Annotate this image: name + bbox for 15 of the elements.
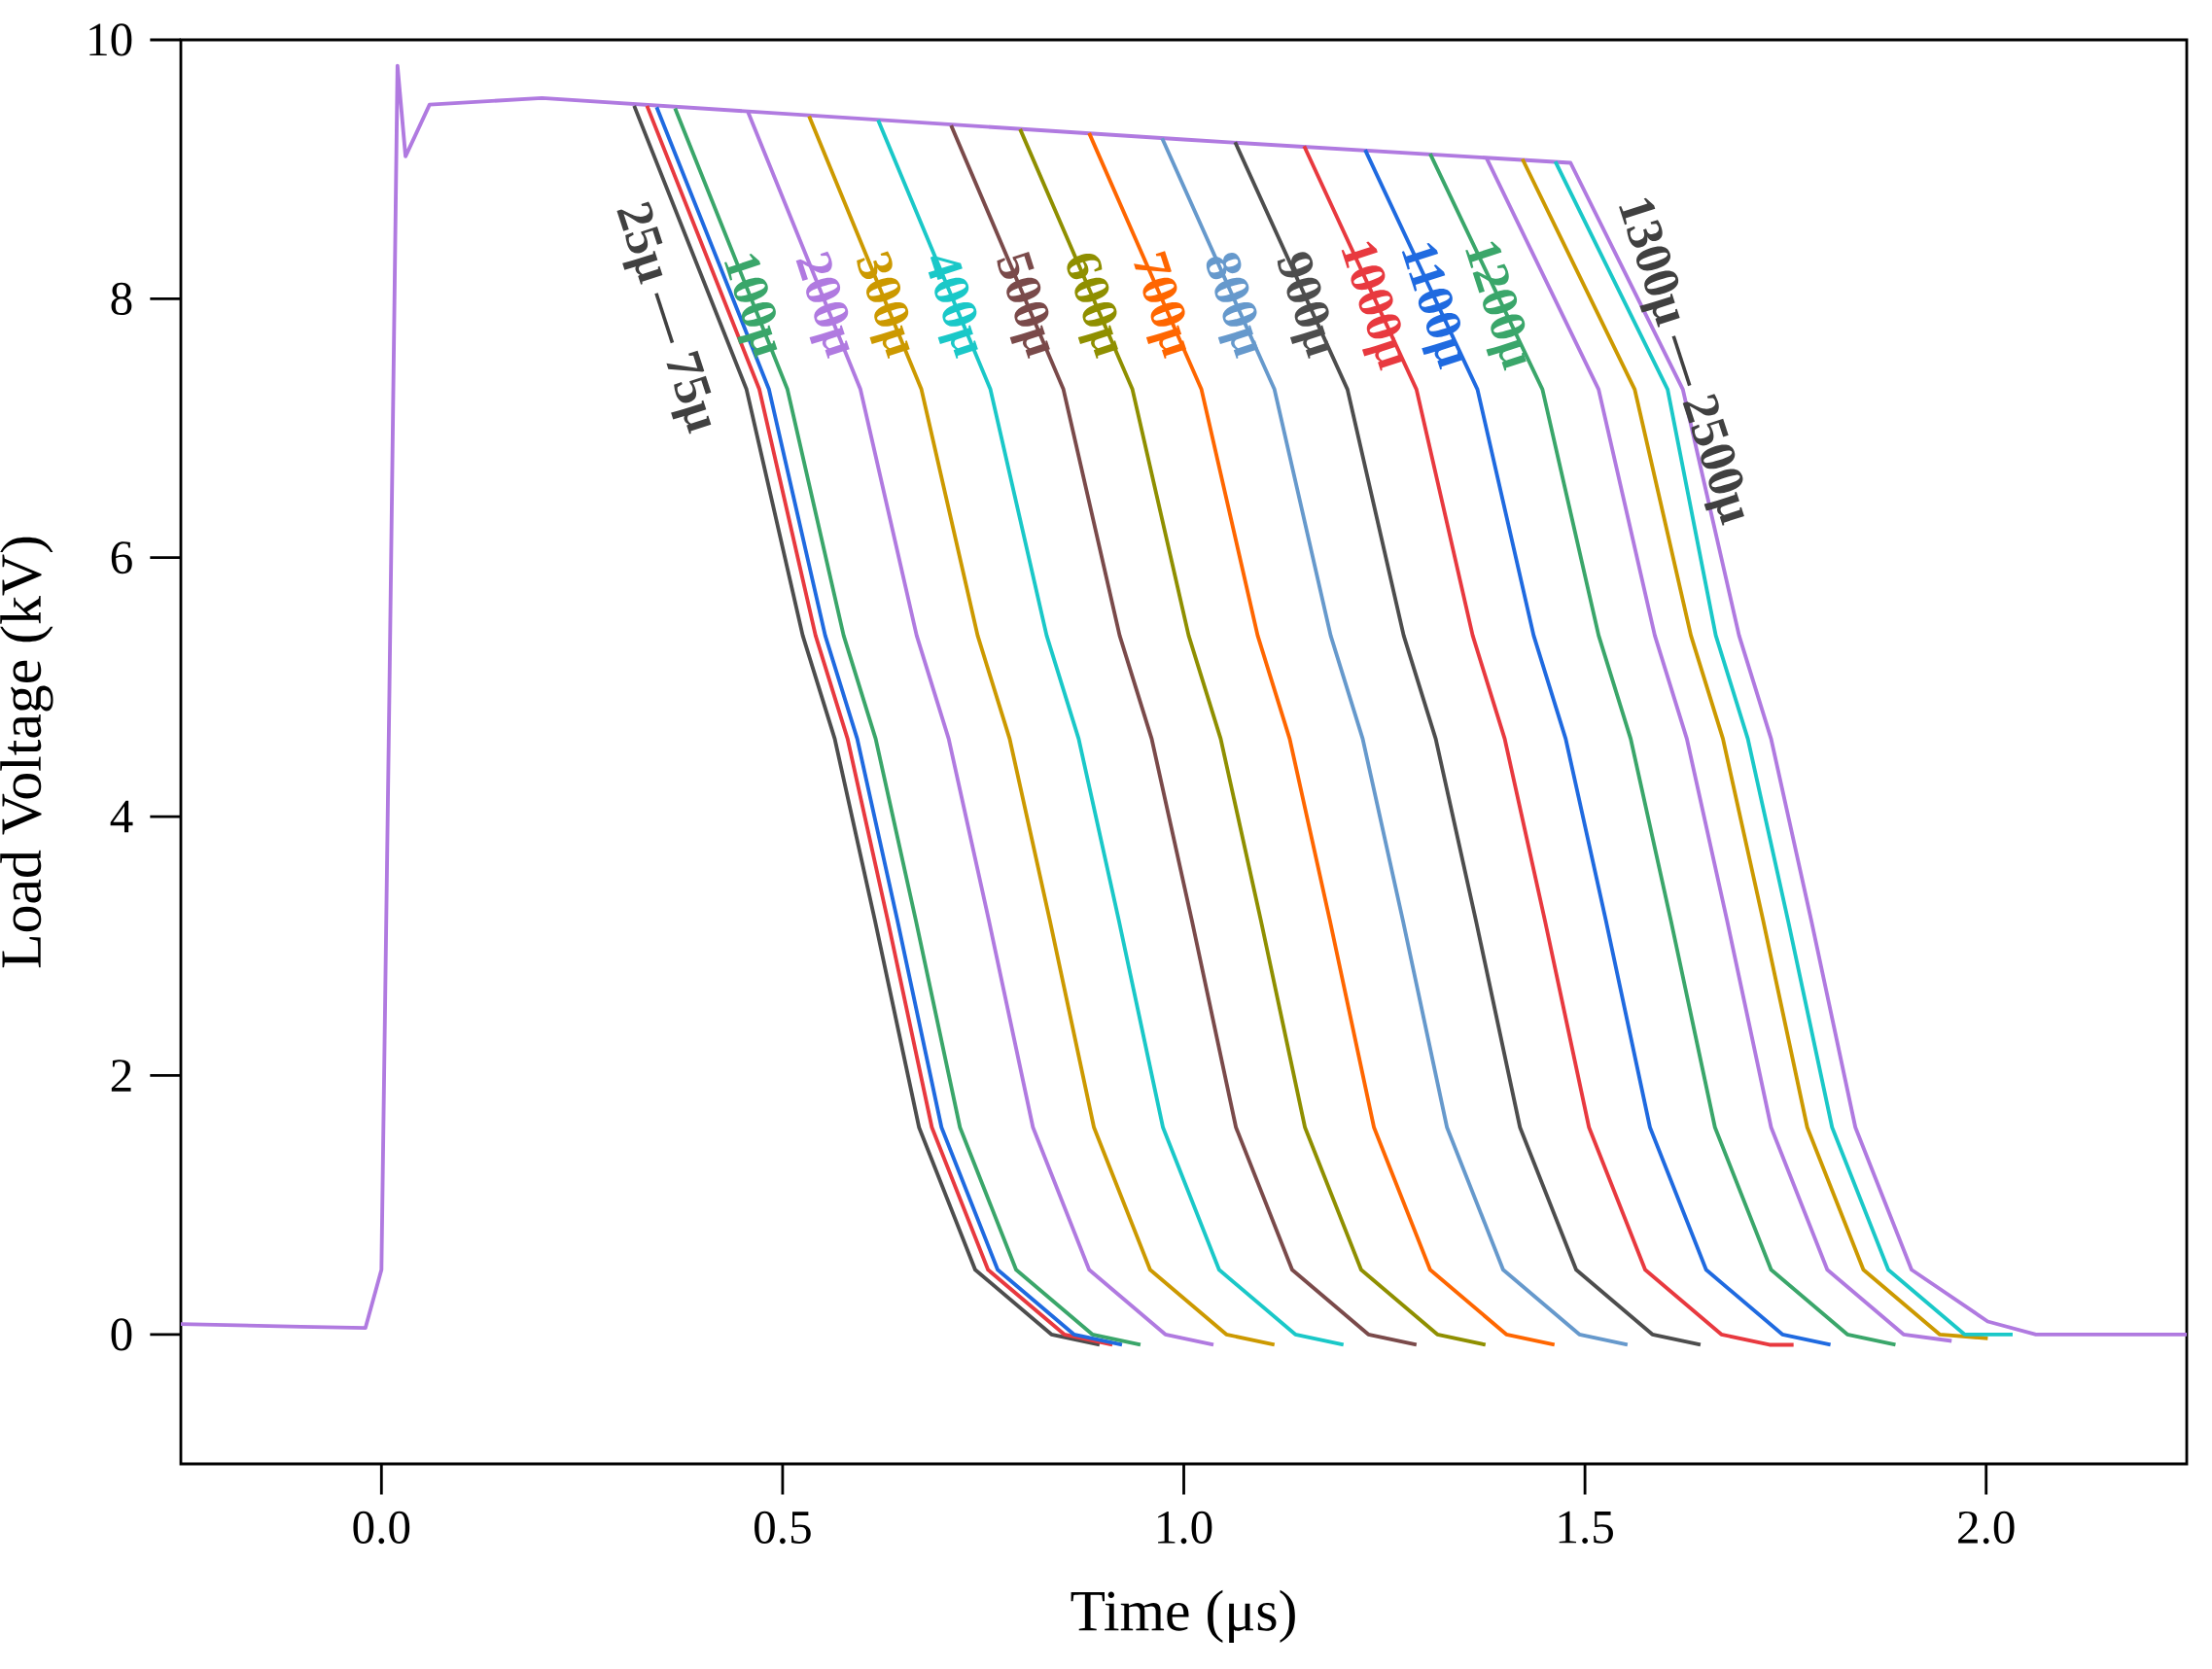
annotation: 25μ — 75μ	[616, 201, 712, 435]
y-tick-label: 10	[89, 23, 132, 56]
y-axis-title: Load Voltage (kV)	[0, 537, 53, 968]
x-tick-label: 0.0	[353, 1511, 410, 1545]
x-tick-label: 1.5	[1559, 1511, 1613, 1544]
y-tick-label: 6	[111, 541, 132, 574]
y-tick-label: 2	[111, 1060, 131, 1092]
x-tick-label: 0.5	[755, 1511, 811, 1545]
x-axis-title: Time (μs)	[1071, 1589, 1295, 1643]
x-tick-label: 1.0	[1158, 1511, 1212, 1545]
y-tick-label: 8	[111, 282, 132, 315]
x-tick-label: 2.0	[1958, 1511, 2015, 1545]
y-tick-label: 0	[111, 1318, 132, 1351]
y-tick-label: 4	[110, 800, 133, 833]
annotation: 1300μ — 2500μ	[1619, 197, 1744, 526]
